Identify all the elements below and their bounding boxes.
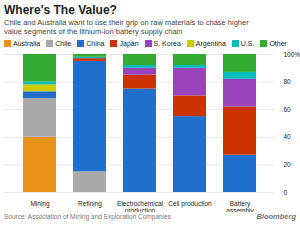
svg-text:60: 60 <box>284 106 292 113</box>
svg-text:80: 80 <box>284 78 292 85</box>
svg-text:Batteryassembly: Batteryassembly <box>226 200 254 212</box>
html-text:Bloomberg: Bloomberg <box>256 212 296 221</box>
svg-text:0: 0 <box>284 189 288 196</box>
html-text:Chile and Australia want to us: Chile and Australia want to use their gr… <box>4 18 249 36</box>
html-text:Source: Association of Mining: Source: Association of Mining and Explor… <box>4 213 171 220</box>
svg-text:Mining: Mining <box>30 200 50 208</box>
html-text:Argentina: Argentina <box>195 40 226 47</box>
svg-text:Electrochemicalproduction: Electrochemicalproduction <box>117 200 163 212</box>
html-text:Other: Other <box>269 40 287 47</box>
html-text:China: China <box>86 40 105 47</box>
svg-text:Refining: Refining <box>78 200 102 208</box>
html-text:Japan: Japan <box>119 40 139 47</box>
html-text:Australia: Australia <box>13 40 41 47</box>
svg-text:Cell production: Cell production <box>168 200 212 208</box>
html-text:S. Korea: S. Korea <box>153 40 181 47</box>
html-text:U.S.: U.S. <box>240 40 255 47</box>
svg-text:20: 20 <box>284 161 292 168</box>
html-text:Chile: Chile <box>55 40 72 47</box>
svg-text:40: 40 <box>284 133 292 140</box>
html-text:Where's The Value?: Where's The Value? <box>4 3 117 17</box>
svg-text:100%: 100% <box>284 51 300 58</box>
